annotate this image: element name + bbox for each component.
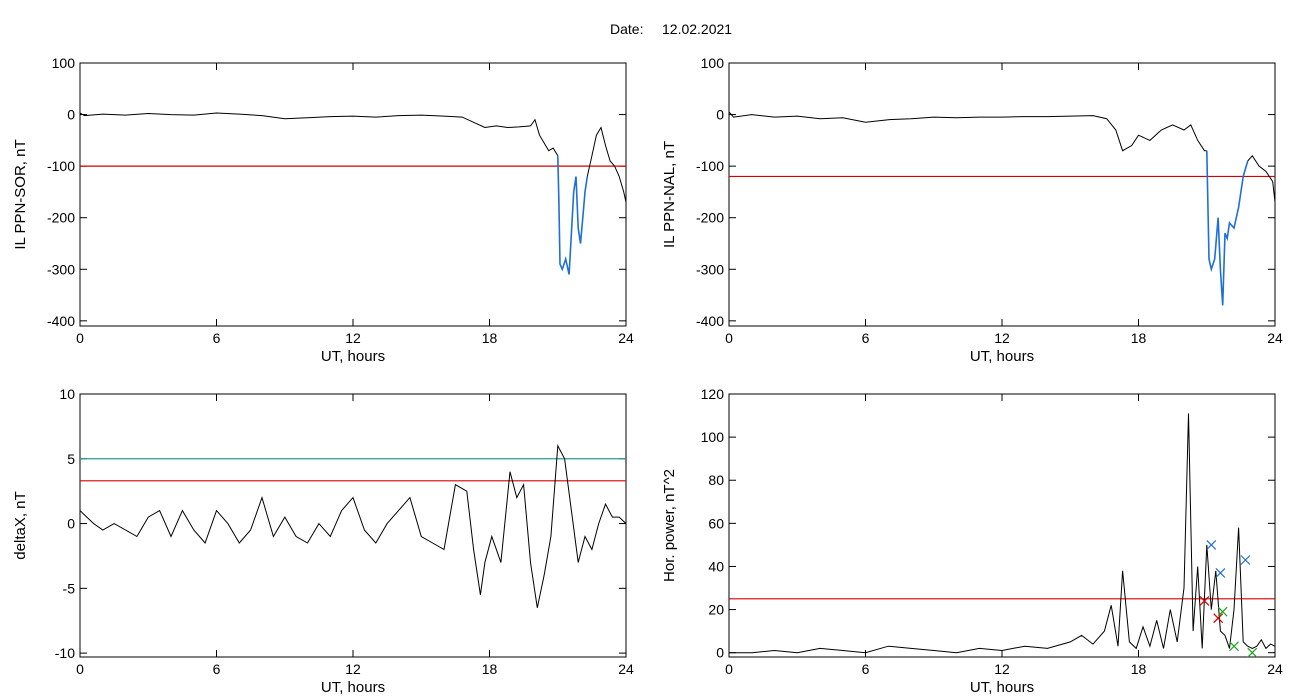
figure-title: Date: 12.02.2021 [610, 21, 732, 37]
y-tick-label: 100 [701, 429, 725, 445]
y-tick-label: -100 [47, 158, 75, 174]
x-axis-label: UT, hours [970, 679, 1034, 696]
date-label: Date: [610, 21, 643, 37]
y-tick-label: 0 [67, 107, 75, 123]
plot-area [729, 111, 1275, 306]
x-tick-label: 24 [618, 661, 634, 677]
peak-marker-red [1213, 613, 1224, 624]
plot-frame [79, 62, 627, 327]
x-tick-label: 18 [1131, 330, 1147, 346]
x-tick-label: 6 [213, 330, 221, 346]
y-tick-label: 120 [701, 386, 725, 402]
plot-area [80, 112, 626, 275]
y-tick-label: 100 [52, 55, 76, 71]
x-tick-label: 0 [76, 330, 84, 346]
x-tick-label: 24 [618, 330, 634, 346]
y-tick-label: 0 [716, 107, 724, 123]
series-line [80, 444, 626, 608]
x-tick-label: 0 [76, 661, 84, 677]
y-tick-label: 60 [708, 515, 724, 531]
x-tick-label: 18 [482, 661, 498, 677]
series-line [586, 126, 626, 203]
x-tick-label: 12 [994, 661, 1010, 677]
y-tick-label: 10 [59, 386, 75, 402]
y-tick-label: -10 [55, 645, 75, 661]
y-tick-label: 40 [708, 558, 724, 574]
x-axis-label: UT, hours [970, 348, 1034, 365]
x-tick-label: 18 [482, 330, 498, 346]
peak-marker-red [1199, 596, 1210, 606]
series-line [729, 413, 1275, 654]
y-tick-label: -300 [696, 261, 724, 277]
y-tick-label: -400 [47, 313, 75, 329]
y-tick-label: 80 [708, 472, 724, 488]
date-value: 12.02.2021 [662, 21, 732, 37]
series-line [729, 111, 1207, 152]
y-tick-label: 0 [716, 645, 724, 661]
y-tick-label: 100 [701, 55, 725, 71]
y-tick-label: 5 [67, 451, 75, 467]
series-line-highlight [1206, 150, 1249, 306]
peak-marker-green [1247, 647, 1258, 657]
x-tick-label: 24 [1267, 330, 1283, 346]
series-line-highlight [557, 155, 589, 275]
y-tick-label: 20 [708, 602, 724, 618]
peak-marker-blue [1215, 568, 1226, 578]
x-tick-label: 0 [725, 330, 733, 346]
chart-panel-2: 0 6 12 18 24 100 0 -100 -200 -300 -400 UT, hours IL … [661, 55, 1283, 365]
x-tick-label: 24 [1267, 661, 1283, 677]
y-tick-label: -200 [696, 210, 724, 226]
x-tick-label: 6 [862, 330, 870, 346]
chart-panel-1: 0 6 12 18 24 100 0 -100 -200 -300 -400 UT, hours IL … [12, 55, 634, 365]
peak-marker-blue [1240, 555, 1251, 565]
x-tick-label: 18 [1131, 661, 1147, 677]
x-axis-label: UT, hours [321, 348, 385, 365]
plot-area [80, 444, 626, 608]
x-tick-label: 12 [994, 330, 1010, 346]
series-line [1247, 154, 1275, 203]
y-tick-label: -400 [696, 313, 724, 329]
plot-frame [728, 62, 1276, 327]
y-tick-label: -200 [47, 210, 75, 226]
plot-area [729, 413, 1275, 657]
y-tick-label: 0 [67, 516, 75, 532]
peak-marker-green [1229, 641, 1239, 652]
y-tick-label: -5 [63, 580, 76, 596]
x-tick-label: 6 [862, 661, 870, 677]
x-tick-label: 12 [345, 661, 361, 677]
x-tick-label: 6 [213, 661, 221, 677]
x-tick-label: 12 [345, 330, 361, 346]
y-axis-label: deltaX, nT [12, 491, 29, 559]
chart-panel-4: 0 6 12 18 24 120 100 80 60 40 20 0 UT, hours Hor. pow… [661, 386, 1283, 696]
y-axis-label: IL PPN-SOR, nT [12, 139, 29, 249]
x-tick-label: 0 [725, 661, 733, 677]
y-tick-label: -300 [47, 261, 75, 277]
x-axis-label: UT, hours [321, 679, 385, 696]
chart-panel-3: 0 6 12 18 24 10 5 0 -5 -10 UT, hours deltaX, nT [12, 386, 634, 696]
series-line [80, 112, 559, 157]
plot-frame [79, 393, 627, 658]
peak-marker-blue [1206, 539, 1217, 550]
y-axis-label: Hor. power, nT^2 [661, 469, 678, 582]
peak-marker-green [1217, 606, 1228, 617]
y-axis-label: IL PPN-NAL, nT [661, 141, 678, 248]
y-tick-label: -100 [696, 158, 724, 174]
